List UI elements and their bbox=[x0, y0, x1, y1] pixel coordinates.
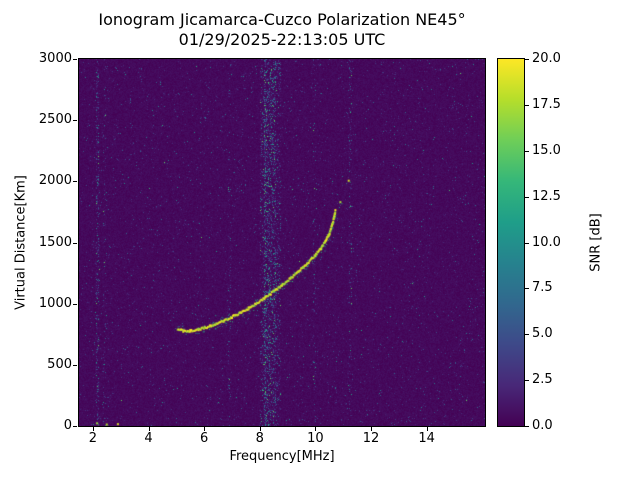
colorbar-label: SNR [dB] bbox=[588, 213, 604, 272]
colorbar-tick-label: 5.0 bbox=[532, 326, 553, 342]
x-tick-label: 2 bbox=[88, 431, 98, 446]
colorbar-tick-mark bbox=[525, 334, 529, 336]
colorbar-tick-label: 7.5 bbox=[532, 280, 553, 296]
x-tick-label: 12 bbox=[362, 431, 380, 446]
colorbar-tick-mark bbox=[525, 196, 529, 198]
y-tick-label: 0 bbox=[63, 418, 72, 433]
y-tick-mark bbox=[73, 364, 77, 366]
y-tick-mark bbox=[73, 181, 77, 183]
colorbar-tick-label: 10.0 bbox=[532, 234, 561, 250]
chart-subtitle: 01/29/2025-22:13:05 UTC bbox=[178, 30, 386, 49]
x-tick-mark bbox=[148, 427, 150, 431]
x-tick-mark bbox=[315, 427, 317, 431]
colorbar-tick-mark bbox=[525, 288, 529, 290]
x-tick-mark bbox=[92, 427, 94, 431]
colorbar-tick-label: 15.0 bbox=[532, 142, 561, 158]
x-tick-label: 6 bbox=[199, 431, 209, 446]
chart-title-block: Ionogram Jicamarca-Cuzco Polarization NE… bbox=[78, 10, 486, 50]
x-axis-label: Frequency[MHz] bbox=[229, 449, 335, 464]
y-tick-label: 1000 bbox=[38, 295, 72, 311]
colorbar-tick-mark bbox=[525, 380, 529, 382]
y-tick-mark bbox=[73, 120, 77, 122]
colorbar-tick-label: 17.5 bbox=[532, 96, 561, 112]
y-tick-mark bbox=[73, 303, 77, 305]
colorbar-tick-mark bbox=[525, 104, 529, 106]
colorbar-tick-mark bbox=[525, 426, 529, 427]
colorbar bbox=[497, 58, 525, 427]
x-tick-label: 4 bbox=[144, 431, 153, 446]
x-tick-label: 10 bbox=[307, 431, 324, 446]
colorbar-tick-mark bbox=[525, 150, 529, 152]
y-tick-label: 2500 bbox=[38, 112, 72, 128]
x-tick-mark bbox=[259, 427, 261, 431]
y-tick-mark bbox=[73, 59, 77, 60]
colorbar-tick-label: 20.0 bbox=[532, 51, 561, 66]
y-tick-label: 1500 bbox=[38, 234, 72, 250]
chart-title: Ionogram Jicamarca-Cuzco Polarization NE… bbox=[98, 10, 466, 29]
colorbar-tick-label: 2.5 bbox=[532, 372, 553, 388]
y-tick-mark bbox=[73, 242, 77, 244]
x-tick-mark bbox=[370, 427, 372, 431]
colorbar-tick-label: 0.0 bbox=[532, 418, 553, 433]
y-tick-label: 2000 bbox=[38, 173, 72, 189]
colorbar-tick-mark bbox=[525, 242, 529, 244]
x-tick-mark bbox=[426, 427, 428, 431]
x-tick-mark bbox=[204, 427, 206, 431]
y-tick-mark bbox=[73, 426, 77, 427]
x-tick-label: 8 bbox=[255, 431, 264, 446]
plot-area bbox=[78, 58, 486, 427]
ionogram-heatmap-canvas bbox=[79, 59, 485, 426]
colorbar-gradient bbox=[498, 59, 524, 426]
colorbar-tick-label: 12.5 bbox=[532, 188, 561, 204]
x-tick-label: 14 bbox=[418, 431, 435, 446]
y-tick-label: 500 bbox=[47, 356, 72, 372]
y-tick-label: 3000 bbox=[38, 51, 72, 66]
colorbar-tick-mark bbox=[525, 59, 529, 60]
